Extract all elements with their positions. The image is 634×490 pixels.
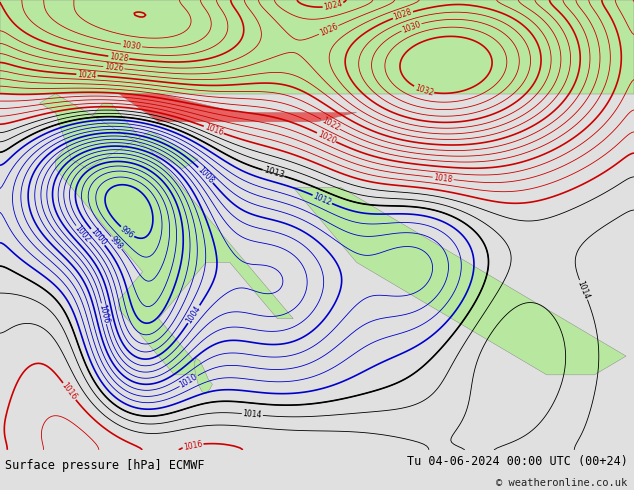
Text: 1006: 1006 [97, 303, 110, 324]
Text: 1016: 1016 [60, 381, 79, 402]
Text: 1008: 1008 [196, 165, 216, 185]
Polygon shape [119, 94, 356, 122]
Text: 1004: 1004 [184, 304, 203, 325]
Text: 1002: 1002 [73, 223, 93, 244]
Text: 1024: 1024 [77, 70, 97, 80]
Text: 1000: 1000 [88, 227, 108, 247]
Text: 1028: 1028 [108, 52, 129, 63]
Text: 1032: 1032 [413, 83, 434, 98]
Text: 1030: 1030 [401, 20, 422, 34]
Text: 1014: 1014 [242, 409, 262, 420]
Text: 1012: 1012 [312, 192, 333, 207]
Text: 1022: 1022 [320, 116, 341, 133]
Polygon shape [293, 187, 626, 375]
Text: 1016: 1016 [183, 439, 204, 452]
Text: Surface pressure [hPa] ECMWF: Surface pressure [hPa] ECMWF [5, 460, 205, 472]
Text: 1026: 1026 [104, 62, 124, 73]
Text: 1010: 1010 [178, 372, 199, 390]
Text: Tu 04-06-2024 00:00 UTC (00+24): Tu 04-06-2024 00:00 UTC (00+24) [407, 455, 628, 467]
Text: 998: 998 [108, 234, 124, 251]
Text: 1028: 1028 [392, 7, 413, 22]
Text: 996: 996 [119, 224, 136, 240]
Text: 1024: 1024 [323, 0, 344, 12]
Polygon shape [0, 0, 634, 94]
Polygon shape [39, 94, 198, 169]
Text: 1020: 1020 [316, 129, 337, 146]
Text: 1016: 1016 [203, 122, 224, 137]
Polygon shape [56, 103, 293, 375]
Text: 1030: 1030 [121, 40, 141, 51]
Text: 1013: 1013 [262, 166, 285, 180]
Text: 1018: 1018 [433, 173, 453, 184]
Text: 1014: 1014 [576, 279, 592, 300]
Polygon shape [194, 358, 212, 393]
Text: © weatheronline.co.uk: © weatheronline.co.uk [496, 478, 628, 488]
Text: 1026: 1026 [318, 22, 339, 38]
